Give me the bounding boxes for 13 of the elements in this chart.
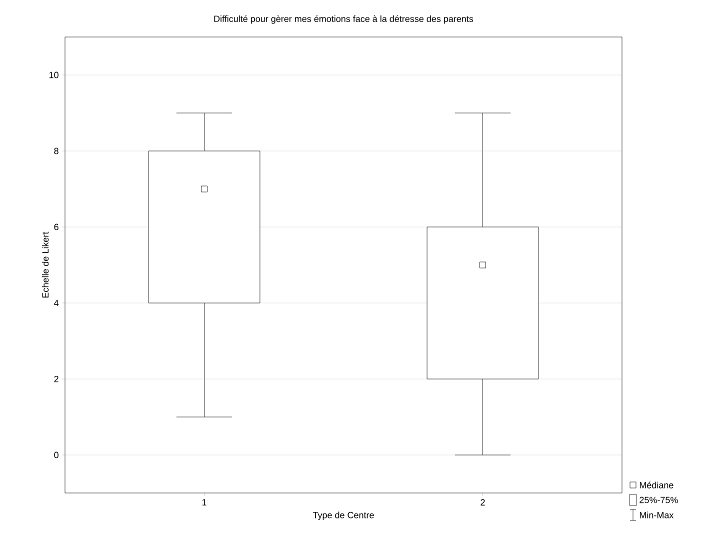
y-tick-label: 2: [54, 376, 58, 382]
x-tick-label: 1: [202, 499, 206, 506]
x-axis-title: Type de Centre: [312, 512, 374, 520]
y-axis-title: Echelle de Likert: [42, 232, 49, 298]
y-tick-label: 8: [54, 148, 58, 154]
chart-title: Difficulté pour gèrer mes émotions face à la détresse des parents: [214, 15, 474, 24]
y-tick-label: 6: [54, 224, 58, 230]
text: 25%-75%: [640, 496, 678, 504]
y-tick-label: 4: [54, 300, 59, 306]
text: Min-Max: [640, 512, 674, 518]
y-tick-label: 10: [49, 72, 58, 78]
y-tick-label: 0: [54, 452, 58, 458]
text: Médiane: [640, 482, 674, 488]
